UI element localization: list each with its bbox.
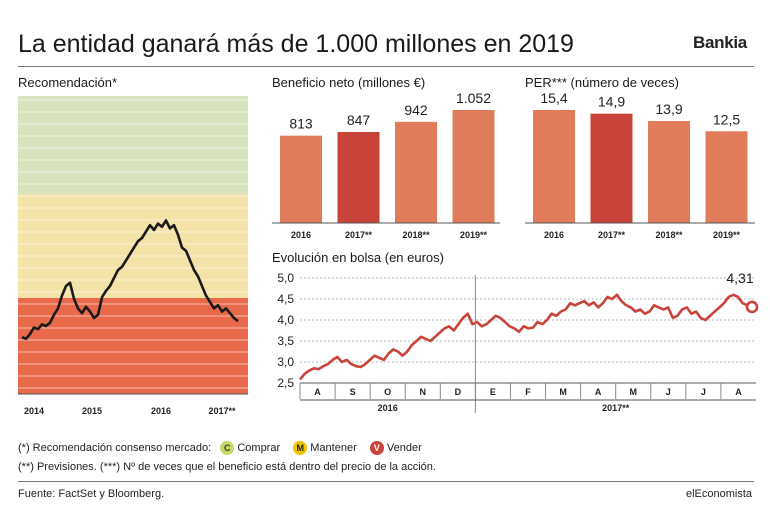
month-label: M [629, 387, 637, 397]
bar-category-label: 2016 [291, 230, 311, 240]
month-label: J [701, 387, 706, 397]
bar-category-label: 2018** [402, 230, 430, 240]
recommendation-chart: 2014 2015 2016 2017** [18, 96, 248, 416]
per-title: PER*** (número de veces) [525, 75, 679, 90]
bar [280, 135, 322, 223]
y-tick-label: 3,0 [277, 355, 294, 369]
y-tick-label: 3,5 [277, 334, 294, 348]
bar-value-label: 813 [289, 116, 313, 132]
bar [452, 110, 495, 223]
per-chart: 15,4 2016 14,9 2017** 13,9 2018** 12,5 2019** [525, 92, 755, 240]
month-label: A [314, 387, 321, 397]
stock-chart: 2,53,03,54,04,55,0 4,31 A S O N D E F M A M J J A201… [277, 270, 759, 413]
bar-category-label: 2019** [460, 230, 488, 240]
buy-icon: C [220, 441, 235, 455]
bar-value-label: 942 [404, 102, 428, 118]
month-label: N [420, 387, 427, 397]
bar-value-label: 12,5 [713, 111, 740, 127]
profit-title: Beneficio neto (millones €) [272, 75, 426, 90]
brand-logo: Bankia [693, 33, 747, 52]
recommendation-grid [18, 99, 248, 389]
x-tick-label: 2017** [208, 406, 236, 416]
year-label: 2017** [602, 403, 630, 413]
stock-price-line [298, 293, 753, 381]
month-label: A [595, 387, 602, 397]
bar-value-label: 14,9 [598, 94, 625, 110]
bar [648, 121, 690, 223]
stock-title: Evolución en bolsa (en euros) [272, 250, 444, 265]
source: Fuente: FactSet y Bloomberg. [18, 488, 165, 500]
bar-category-label: 2019** [713, 230, 741, 240]
bar-category-label: 2016 [544, 230, 564, 240]
bar [337, 132, 380, 223]
page-title: La entidad ganará más de 1.000 millones … [18, 30, 574, 58]
zone-buy [18, 96, 248, 194]
y-tick-label: 5,0 [277, 271, 294, 285]
stock-last-point [745, 300, 759, 314]
bar [533, 110, 575, 223]
zone-sell [18, 298, 248, 394]
x-tick-label: 2015 [82, 406, 102, 416]
bar-value-label: 1.052 [456, 92, 491, 106]
bar [705, 131, 748, 223]
y-tick-label: 4,0 [277, 313, 294, 327]
x-tick-label: 2016 [151, 406, 171, 416]
recommendation-x-labels: 2014 2015 2016 2017** [24, 406, 236, 416]
legend-hold: Mantener [310, 441, 357, 454]
month-label: D [455, 387, 462, 397]
profit-chart: 813 2016 847 2017** 942 2018** 1.052 2019** [272, 92, 500, 240]
bar-value-label: 15,4 [540, 92, 567, 106]
month-label: E [490, 387, 496, 397]
zone-hold [18, 194, 248, 298]
bar-category-label: 2017** [345, 230, 373, 240]
stock-last-value: 4,31 [726, 270, 753, 286]
legend-note-2: (**) Previsiones. (***) Nº de veces que … [18, 461, 436, 473]
bar-value-label: 847 [347, 112, 371, 128]
legend-note: (*) Recomendación consenso mercado: [18, 441, 212, 454]
bar-category-label: 2017** [598, 230, 626, 240]
bar-category-label: 2018** [655, 230, 683, 240]
legend-buy: Comprar [237, 441, 281, 454]
legend-row: (*) Recomendación consenso mercado: C Co… [18, 441, 422, 455]
recommendation-line [21, 219, 239, 341]
bar [590, 113, 633, 223]
recommendation-title: Recomendación* [18, 75, 118, 90]
hold-icon: M [293, 441, 308, 455]
x-tick-label: 2014 [24, 406, 44, 416]
y-tick-label: 4,5 [277, 292, 294, 306]
bar [395, 121, 437, 223]
legend-sell: Vender [386, 441, 422, 454]
y-tick-label: 2,5 [277, 376, 294, 390]
month-label: J [666, 387, 671, 397]
month-label: F [525, 387, 531, 397]
month-label: A [735, 387, 742, 397]
month-label: M [559, 387, 567, 397]
month-label: S [350, 387, 356, 397]
year-label: 2016 [378, 403, 398, 413]
bar-value-label: 13,9 [655, 101, 682, 117]
footer-divider [18, 481, 754, 482]
publisher: elEconomista [686, 488, 753, 500]
month-label: O [384, 387, 391, 397]
sell-icon: V [369, 441, 384, 455]
header-divider [18, 66, 754, 67]
